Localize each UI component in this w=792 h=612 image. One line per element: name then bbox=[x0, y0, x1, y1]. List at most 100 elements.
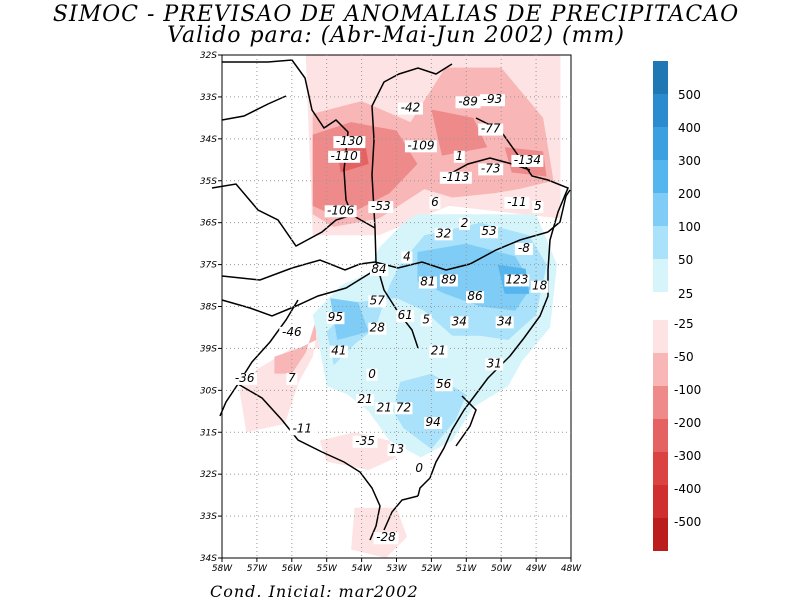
value-label-bg bbox=[368, 295, 387, 308]
value-label-bg bbox=[373, 532, 399, 545]
border-line bbox=[219, 299, 299, 417]
legend-swatch bbox=[653, 259, 668, 292]
value-label-bg bbox=[504, 274, 530, 287]
value-label-bg bbox=[439, 274, 458, 287]
border-line bbox=[237, 383, 381, 541]
value-label-bg bbox=[434, 228, 453, 241]
value-label: 0 bbox=[368, 367, 376, 381]
borders bbox=[211, 59, 571, 541]
anomaly-region bbox=[431, 109, 488, 156]
lat-label: 34S bbox=[200, 135, 217, 145]
legend-label: 300 bbox=[678, 154, 701, 168]
value-label-bg bbox=[387, 444, 406, 457]
legend-label: 200 bbox=[678, 187, 701, 201]
value-label: 81 bbox=[420, 275, 435, 289]
lon-label: 50W bbox=[491, 564, 512, 574]
value-label: 4 bbox=[403, 249, 411, 263]
value-label: 34 bbox=[497, 314, 512, 328]
lat-label: 39S bbox=[200, 344, 217, 354]
legend-label: -100 bbox=[674, 383, 701, 397]
legend-swatch bbox=[653, 320, 668, 353]
value-label-bg bbox=[401, 251, 413, 264]
value-label: -73 bbox=[481, 161, 501, 175]
lat-label: 31S bbox=[200, 428, 217, 438]
border-line bbox=[383, 495, 419, 531]
value-label-bg bbox=[356, 393, 375, 406]
value-label: 95 bbox=[328, 310, 343, 324]
lon-label: 52W bbox=[421, 564, 442, 574]
value-label: 6 bbox=[431, 195, 439, 209]
latitude-labels: 32S 33S 34S 35S 36S 37S 38S 39S 30S 31S 32S 33S 34S bbox=[200, 51, 222, 564]
value-label: -89 bbox=[458, 94, 478, 108]
lon-label: 57W bbox=[247, 564, 268, 574]
border-line bbox=[445, 231, 549, 271]
value-label-bg bbox=[479, 226, 498, 239]
legend-swatch bbox=[653, 452, 668, 485]
value-label-bg bbox=[485, 358, 504, 371]
value-label: -35 bbox=[355, 434, 375, 448]
value-label: 89 bbox=[441, 272, 456, 286]
value-label: 0 bbox=[415, 461, 423, 475]
value-label-bg bbox=[514, 243, 533, 256]
legend-swatch bbox=[653, 61, 668, 94]
legend-label: -50 bbox=[674, 350, 694, 364]
value-label: 13 bbox=[389, 442, 404, 456]
value-label: -130 bbox=[336, 134, 364, 148]
value-label: -8 bbox=[518, 241, 530, 255]
legend-label: -500 bbox=[674, 515, 701, 529]
value-label: 86 bbox=[467, 289, 483, 303]
legend-label: -400 bbox=[674, 482, 701, 496]
legend-label: 100 bbox=[678, 220, 701, 234]
anomaly-shading bbox=[239, 55, 561, 558]
value-label: -134 bbox=[514, 153, 541, 167]
legend-label: 400 bbox=[678, 121, 701, 135]
value-label-bg bbox=[434, 379, 453, 392]
value-label: -93 bbox=[483, 92, 503, 106]
lat-label: 34S bbox=[200, 554, 217, 564]
map-title: SIMOC - PREVISAO DE ANOMALIAS DE PRECIPI… bbox=[52, 2, 740, 27]
value-label-bg bbox=[439, 171, 472, 184]
value-label-bg bbox=[394, 402, 413, 415]
value-label-bg bbox=[232, 372, 258, 385]
legend-swatch bbox=[653, 193, 668, 226]
value-label: 32 bbox=[436, 226, 451, 240]
value-label: 31 bbox=[487, 356, 502, 370]
value-label-bg bbox=[453, 150, 465, 163]
value-label-bg bbox=[333, 136, 366, 149]
lat-label: 36S bbox=[200, 219, 217, 229]
border-line bbox=[221, 271, 373, 317]
lat-label: 37S bbox=[200, 261, 217, 271]
value-label: 1 bbox=[455, 149, 463, 163]
value-label-bg bbox=[370, 263, 389, 276]
value-label-bg bbox=[418, 276, 437, 289]
value-label: 41 bbox=[331, 344, 346, 358]
legend-label: 50 bbox=[678, 253, 693, 267]
lat-label: 33S bbox=[200, 93, 217, 103]
lat-label: 32S bbox=[200, 51, 217, 61]
value-label: 56 bbox=[436, 377, 452, 391]
border-line bbox=[455, 395, 477, 447]
value-label-bg bbox=[286, 372, 298, 385]
legend-swatch bbox=[653, 94, 668, 127]
legend-label: 25 bbox=[678, 287, 693, 301]
border-line bbox=[417, 477, 431, 497]
lon-label: 48W bbox=[561, 564, 582, 574]
lon-label: 53W bbox=[386, 564, 407, 574]
value-label-bg bbox=[424, 416, 443, 429]
border-line bbox=[374, 227, 419, 349]
value-label-bg bbox=[504, 196, 530, 209]
legend-swatch bbox=[653, 127, 668, 160]
value-label-bg bbox=[368, 322, 387, 335]
value-label-bg bbox=[511, 154, 544, 167]
value-label: 21 bbox=[431, 344, 446, 358]
value-label: 7 bbox=[288, 371, 296, 385]
value-label: 18 bbox=[532, 279, 548, 293]
legend-swatch bbox=[653, 419, 668, 452]
legend-swatch bbox=[653, 226, 668, 259]
legend-label: -300 bbox=[674, 449, 701, 463]
border-line bbox=[547, 189, 571, 233]
lon-label: 55W bbox=[317, 564, 338, 574]
value-label: 2 bbox=[461, 216, 469, 230]
legend-label: -25 bbox=[674, 317, 694, 331]
value-label-bg bbox=[532, 201, 544, 214]
